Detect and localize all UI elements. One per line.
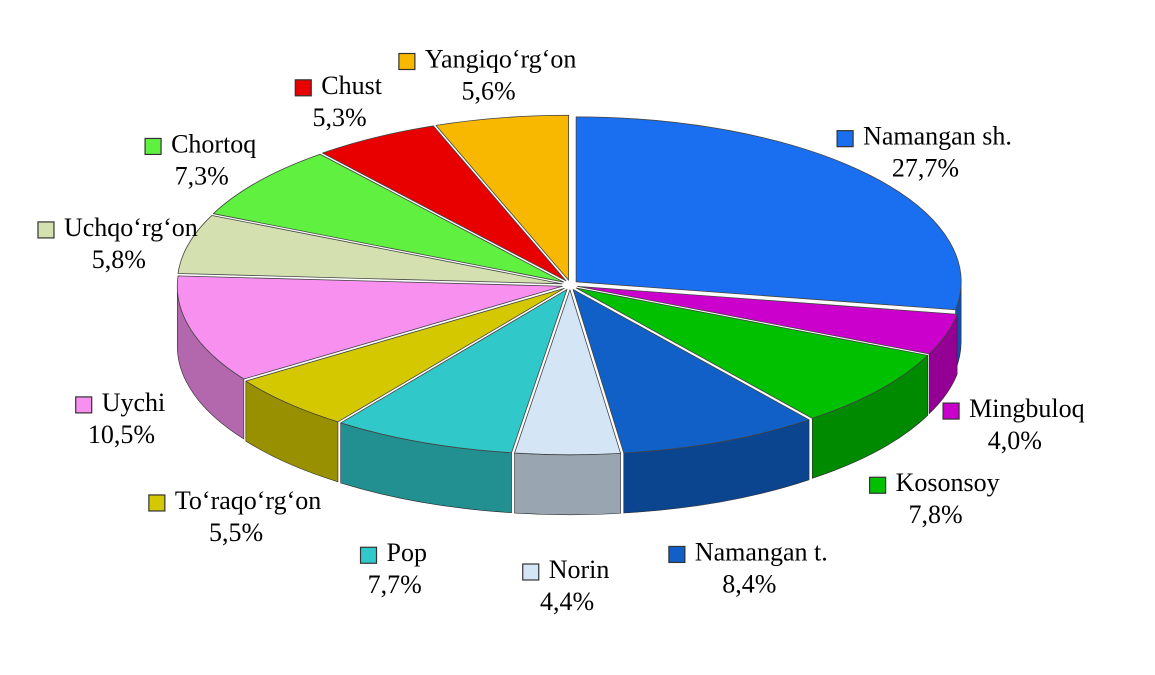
- label-value: 5,3%: [313, 103, 367, 132]
- label-name: Yangiqo‘rg‘on: [425, 44, 576, 73]
- label-name: Kosonsoy: [896, 468, 1000, 497]
- slice: [577, 285, 958, 355]
- data-label: Mingbuloq 4,0%: [942, 394, 1085, 455]
- slice: [212, 153, 565, 283]
- label-value: 27,7%: [892, 154, 959, 183]
- legend-swatch: [144, 137, 162, 156]
- label-value: 7,3%: [175, 161, 229, 190]
- data-label: Chust 5,3%: [294, 71, 383, 132]
- data-label: Kosonsoy 7,8%: [869, 468, 1000, 529]
- label-value: 7,7%: [368, 570, 422, 599]
- label-value: 5,8%: [92, 245, 146, 274]
- slice: [514, 289, 622, 456]
- data-label: Norin 4,4%: [522, 555, 610, 616]
- label-name: Uchqo‘rg‘on: [64, 213, 198, 242]
- data-label: Chortoq 7,3%: [144, 129, 256, 190]
- legend-swatch: [37, 221, 55, 239]
- data-label: Namangan t. 8,4%: [668, 537, 828, 598]
- data-label: Uchqo‘rg‘on 5,8%: [37, 213, 198, 274]
- data-label: To‘raqo‘rg‘on 5,5%: [148, 486, 321, 547]
- slice: [340, 289, 568, 454]
- legend-swatch: [359, 546, 378, 564]
- label-name: Norin: [549, 555, 610, 584]
- label-name: Namangan t.: [695, 537, 828, 566]
- legend-swatch: [522, 563, 540, 581]
- side-shade: [514, 453, 621, 515]
- label-value: 7,8%: [909, 500, 963, 529]
- slice: [177, 215, 563, 285]
- slice: [176, 275, 563, 380]
- side-shade: [177, 286, 244, 440]
- slice: [572, 289, 810, 454]
- data-label: Uychi 10,5%: [75, 388, 166, 449]
- legend-swatch: [942, 402, 960, 420]
- label-value: 8,4%: [722, 569, 776, 598]
- side-shade: [929, 314, 958, 414]
- side-shade: [340, 422, 512, 513]
- legend-swatch: [869, 476, 887, 494]
- slice: [245, 287, 565, 423]
- data-label: Namangan sh. 27,7%: [836, 122, 1012, 183]
- slice: [322, 125, 567, 282]
- label-value: 4,0%: [988, 426, 1042, 455]
- label-value: 5,5%: [209, 518, 263, 547]
- slice: [435, 114, 569, 281]
- label-name: Mingbuloq: [969, 394, 1085, 423]
- legend-swatch: [148, 494, 166, 512]
- label-name: Uychi: [102, 388, 166, 417]
- data-label: Pop 7,7%: [359, 538, 427, 599]
- legend-swatch: [836, 130, 854, 148]
- side-shade: [812, 355, 928, 479]
- legend-swatch: [398, 52, 416, 71]
- label-name: To‘raqo‘rg‘on: [175, 486, 321, 515]
- slice: [575, 287, 929, 419]
- data-label: Yangiqo‘rg‘on 5,6%: [398, 44, 576, 105]
- label-value: 5,6%: [462, 76, 516, 105]
- label-name: Chortoq: [171, 129, 256, 158]
- side-shade: [623, 419, 810, 513]
- legend-swatch: [75, 396, 93, 414]
- legend-swatch: [294, 79, 312, 97]
- label-value: 10,5%: [88, 420, 155, 449]
- legend-swatch: [668, 545, 686, 564]
- label-name: Pop: [387, 538, 427, 567]
- side-shade: [245, 381, 338, 482]
- label-value: 4,4%: [540, 587, 594, 616]
- slice: [575, 116, 962, 311]
- label-name: Namangan sh.: [863, 122, 1012, 151]
- label-name: Chust: [321, 71, 382, 100]
